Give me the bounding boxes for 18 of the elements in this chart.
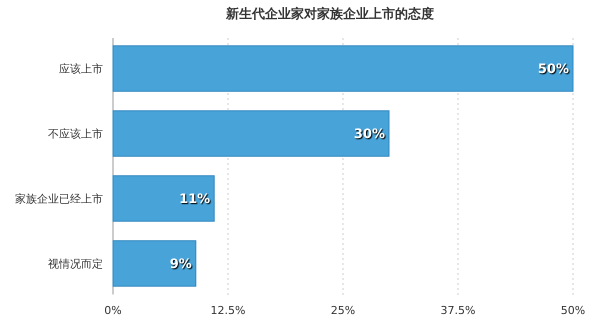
data-label: 50% (538, 62, 569, 78)
x-tick-label: 50% (560, 304, 586, 317)
chart-title: 新生代企业家对家族企业上市的态度 (225, 6, 434, 22)
data-label: 30% (354, 127, 385, 142)
x-tick-label: 0% (104, 304, 122, 317)
y-tick-label: 家族企业已经上市 (15, 192, 103, 206)
bar (112, 45, 574, 92)
bar (112, 240, 196, 287)
x-tick-label: 25% (330, 304, 356, 317)
bar (112, 110, 390, 157)
y-tick-label: 不应该上市 (48, 127, 103, 140)
y-tick-label: 应该上市 (59, 62, 103, 76)
data-label: 11% (179, 192, 210, 208)
x-tick-label: 12.5% (210, 304, 246, 317)
y-tick-label: 视情况而定 (48, 257, 103, 270)
data-label: 9% (170, 257, 192, 272)
x-tick-label: 37.5% (440, 304, 476, 317)
bar (112, 175, 215, 222)
